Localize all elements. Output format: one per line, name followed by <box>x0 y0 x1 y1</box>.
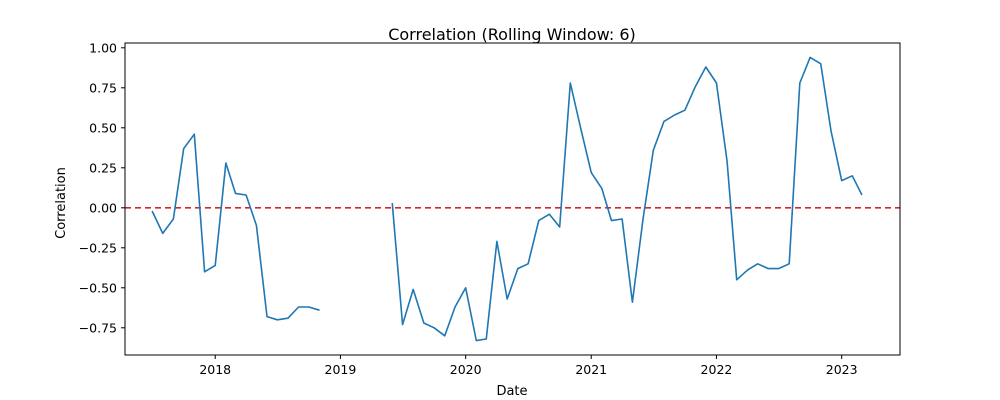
y-tick-label: 0.75 <box>89 80 117 95</box>
y-axis-label: Correlation <box>54 167 69 239</box>
x-tick-label: 2020 <box>450 362 482 377</box>
y-tick-label: −0.25 <box>79 240 117 255</box>
y-tick-label: 1.00 <box>89 40 117 55</box>
x-tick-label: 2021 <box>575 362 607 377</box>
y-tick-label: −0.75 <box>79 320 117 335</box>
chart-title: Correlation (Rolling Window: 6) <box>388 25 636 44</box>
y-tick-label: 0.00 <box>89 200 117 215</box>
y-tick-label: −0.50 <box>79 280 117 295</box>
series-line-segment <box>151 133 320 321</box>
y-axis: −0.75 −0.50 −0.25 0.00 0.25 0.50 0.75 1.00 <box>79 40 125 335</box>
x-axis-label: Date <box>496 384 527 399</box>
x-tick-label: 2019 <box>325 362 357 377</box>
series-layer <box>151 56 863 342</box>
x-tick-label: 2022 <box>701 362 733 377</box>
y-tick-label: 0.25 <box>89 160 117 175</box>
x-tick-label: 2018 <box>199 362 231 377</box>
x-tick-label: 2023 <box>826 362 858 377</box>
x-axis: 2018 2019 2020 2021 2022 2023 <box>199 355 858 377</box>
y-tick-label: 0.50 <box>89 120 117 135</box>
series-line-segment <box>391 56 863 342</box>
plot-frame <box>124 42 901 356</box>
